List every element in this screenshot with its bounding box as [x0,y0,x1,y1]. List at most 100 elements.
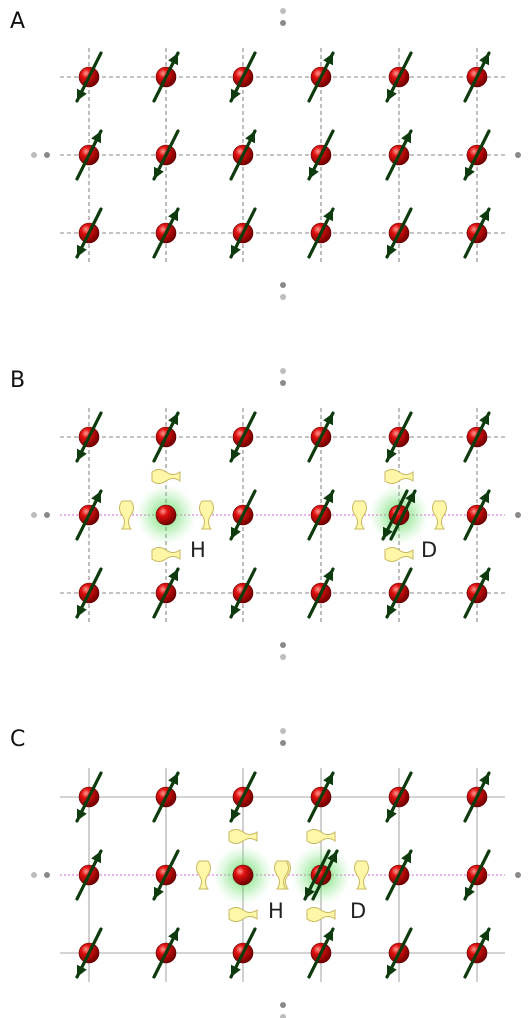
spin-arrow-up-head [91,131,101,144]
spin-arrow-up-head [168,773,178,786]
lattice-end-dot [31,872,37,878]
spin-arrow-down-head [465,166,475,179]
spin-arrow-up-head [479,773,489,786]
spin-arrow-down-head [387,88,397,101]
spin-arrow-up-head [479,413,489,426]
spin-arrow-up-head [323,413,333,426]
holon-label-b: H [190,538,206,562]
spin-arrow-down-head [231,526,241,539]
spin-arrow-up-head [479,209,489,222]
spin-arrow-down-head [77,964,87,977]
tunnel-marker [228,907,258,922]
tunnel-marker [352,500,367,530]
tunnel-marker [228,829,258,844]
tunnel-marker [151,547,181,562]
lattice-end-dot [515,872,521,878]
spin-arrow-down-head [231,448,241,461]
lattice-end-dot [31,512,37,518]
atom [232,864,254,886]
spin-arrow-up-head [479,53,489,66]
lattice-end-dot [280,8,286,14]
spin-arrow-up-head [401,131,411,144]
lattice-end-dot [280,294,286,300]
panel-label-c: C [10,727,25,752]
spin-arrow-up-head [91,851,101,864]
spin-arrow-down-head [77,604,87,617]
tunnel-marker [306,829,336,844]
lattice-end-dot [280,728,286,734]
lattice-end-dot [44,152,50,158]
tunnel-marker [274,860,289,890]
panel-b [31,368,521,660]
spin-arrow-up-head [401,851,411,864]
spin-arrow-up-head [327,851,337,864]
panel-a [31,8,521,300]
lattice-end-dot [280,1014,286,1018]
spin-arrow-down-head [465,886,475,899]
holon-label-c: H [268,899,284,923]
spin-arrow-down-head [309,166,319,179]
tunnel-marker [151,469,181,484]
lattice-end-dot [280,368,286,374]
lattice-end-dot [515,152,521,158]
spin-arrow-down-head [154,886,164,899]
spin-arrow-down-head [383,526,393,539]
spin-arrow-down-head [231,604,241,617]
spin-arrow-up-head [479,569,489,582]
spin-arrow-down-head [387,244,397,257]
lattice-end-dot [280,20,286,26]
tunnel-marker [384,547,414,562]
spin-arrow-down-head [77,88,87,101]
panel-label-a: A [10,9,25,34]
panel-label-b: B [10,368,25,393]
lattice-end-dot [44,872,50,878]
spin-arrow-up-head [479,491,489,504]
spin-arrow-down-head [231,244,241,257]
atom [155,504,177,526]
tunnel-marker [119,500,134,530]
lattice-end-dot [44,512,50,518]
lattice-end-dot [280,380,286,386]
spin-arrow-up-head [405,491,415,504]
lattice-end-dot [280,282,286,288]
doublon-label-b: D [421,538,437,562]
tunnel-marker [354,860,369,890]
spin-arrow-up-head [323,209,333,222]
spin-arrow-up-head [91,491,101,504]
spin-arrow-down-head [387,808,397,821]
spin-arrow-up-head [323,773,333,786]
panel-c [31,728,521,1018]
lattice-end-dot [515,512,521,518]
lattice-end-dot [280,654,286,660]
lattice-end-dot [280,740,286,746]
doublon-label-c: D [350,899,366,923]
tunnel-marker [199,500,214,530]
tunnel-marker [432,500,447,530]
spin-arrow-down-head [387,448,397,461]
spin-arrow-up-head [168,209,178,222]
spin-arrow-down-head [154,166,164,179]
spin-arrow-up-head [168,413,178,426]
spin-arrow-up-head [323,491,333,504]
spin-arrow-up-head [323,929,333,942]
spin-arrow-down-head [387,964,397,977]
spin-arrow-up-head [168,929,178,942]
spin-arrow-down-head [231,808,241,821]
tunnel-marker [384,469,414,484]
spin-arrow-up-head [168,569,178,582]
spin-arrow-up-head [168,53,178,66]
spin-arrow-down-head [77,244,87,257]
lattice-end-dot [280,642,286,648]
lattice-end-dot [31,152,37,158]
spin-arrow-up-head [323,53,333,66]
spin-arrow-down-head [231,964,241,977]
spin-arrow-down-head [77,808,87,821]
spin-arrow-up-head [479,929,489,942]
tunnel-marker [306,907,336,922]
spin-arrow-up-head [323,569,333,582]
spin-arrow-down-head [77,448,87,461]
spin-arrow-down-head [387,604,397,617]
spin-arrow-up-head [245,131,255,144]
tunnel-marker [196,860,211,890]
